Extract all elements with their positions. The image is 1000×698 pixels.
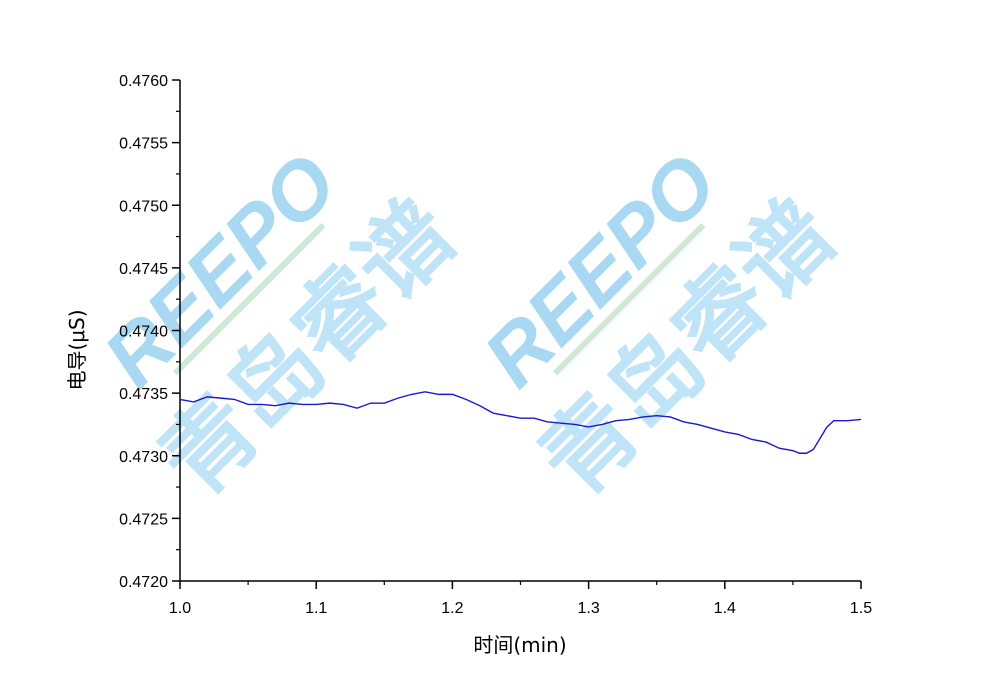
- y-tick-label: 0.4720: [119, 574, 168, 591]
- y-tick-label: 0.4745: [119, 261, 168, 278]
- y-tick-label: 0.4735: [119, 386, 168, 403]
- x-tick-label: 1.5: [850, 600, 872, 617]
- x-tick-label: 1.4: [714, 600, 736, 617]
- x-ticks: 1.0 1.1 1.2 1.3 1.4 1.5: [169, 581, 872, 617]
- y-tick-label: 0.4755: [119, 136, 168, 153]
- y-tick-label: 0.4760: [119, 73, 168, 90]
- x-tick-label: 1.0: [169, 600, 191, 617]
- watermark-underline-right: [552, 222, 706, 376]
- y-axis-title: 电导(μS): [65, 309, 89, 390]
- y-tick-label: 0.4730: [119, 449, 168, 466]
- y-tick-label: 0.4740: [119, 324, 168, 341]
- y-tick-label: 0.4750: [119, 198, 168, 215]
- y-ticks: 0.4720 0.4725 0.4730 0.4735 0.4740 0.4745 0.47…: [119, 73, 180, 591]
- x-tick-label: 1.2: [441, 600, 463, 617]
- x-tick-label: 1.1: [305, 600, 327, 617]
- series-line: [179, 391, 862, 454]
- x-axis-title: 时间(min): [473, 633, 566, 657]
- y-tick-label: 0.4725: [119, 511, 168, 528]
- watermark-underline-left: [172, 222, 326, 376]
- x-tick-label: 1.3: [577, 600, 599, 617]
- watermark: REEPO 青岛睿谱 REEPO 青岛睿谱: [87, 137, 856, 516]
